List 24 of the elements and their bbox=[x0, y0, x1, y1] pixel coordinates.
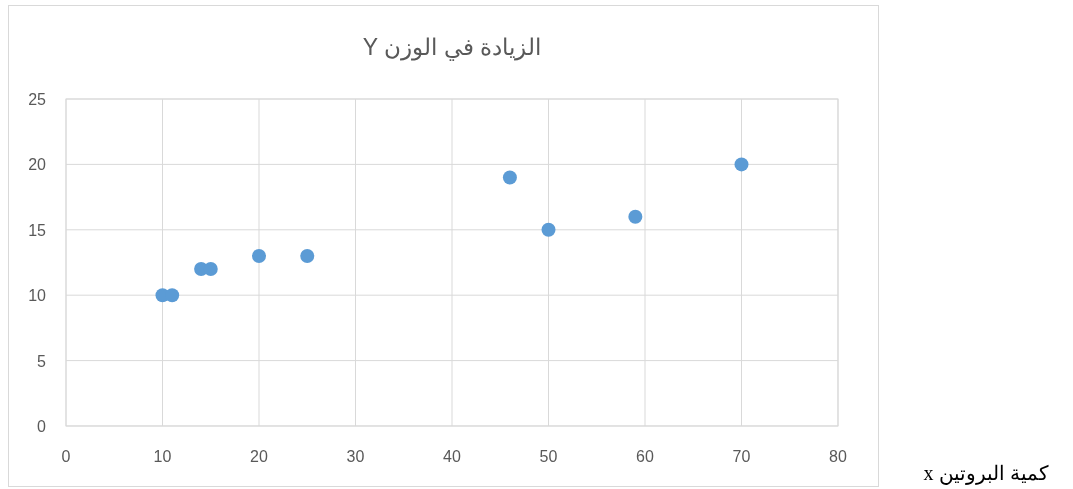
point bbox=[502, 170, 517, 185]
y-tick-label: 25 bbox=[28, 91, 47, 108]
y-tick-label: 20 bbox=[28, 156, 47, 174]
x-tick-label: 10 bbox=[153, 448, 172, 465]
point bbox=[628, 209, 643, 224]
x-tick-label: 60 bbox=[636, 448, 654, 465]
point bbox=[252, 248, 266, 263]
x-tick-label: 20 bbox=[250, 448, 268, 465]
x-tick-label: 30 bbox=[346, 448, 365, 465]
x-axis-title: كمية البروتين x bbox=[923, 462, 1049, 485]
x-tick-label: 40 bbox=[443, 448, 461, 465]
point bbox=[541, 222, 556, 237]
y-tick-label: 10 bbox=[28, 287, 47, 305]
chart-title: الزيادة في الوزن Y bbox=[362, 34, 542, 61]
x-tick-label: 0 bbox=[61, 448, 71, 465]
point bbox=[300, 248, 315, 263]
x-tick-label: 80 bbox=[829, 448, 847, 465]
x-tick-label: 50 bbox=[539, 448, 558, 465]
point bbox=[165, 288, 180, 303]
y-tick-label: 5 bbox=[37, 352, 47, 370]
y-tick-label: 15 bbox=[28, 221, 47, 239]
y-tick-label: 0 bbox=[37, 418, 47, 435]
point bbox=[734, 157, 749, 172]
x-tick-label: 70 bbox=[732, 448, 751, 465]
